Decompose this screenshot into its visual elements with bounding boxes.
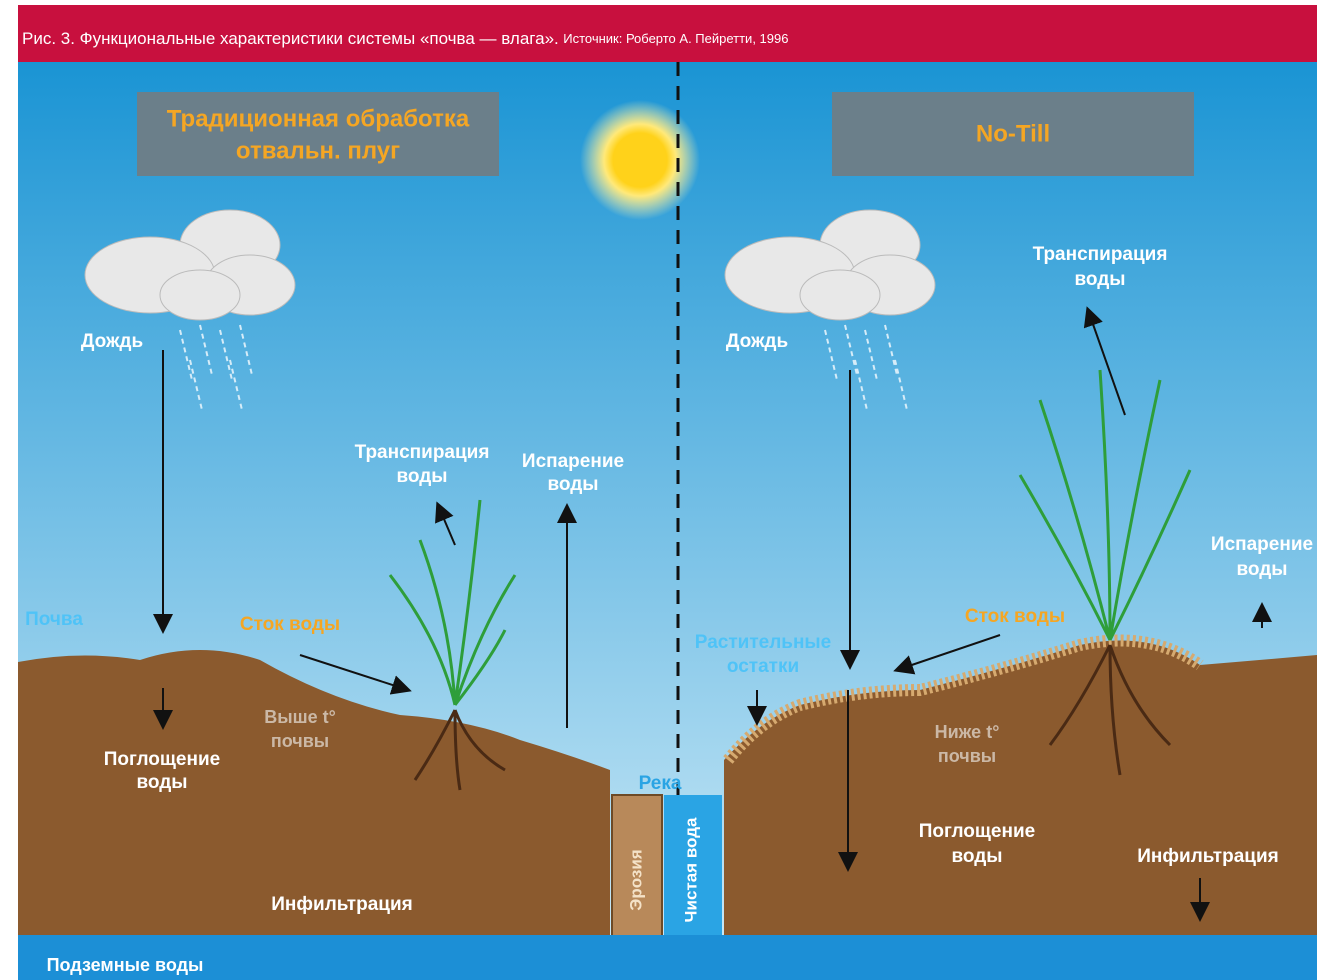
- absorption-label: воды: [136, 772, 187, 793]
- absorption-label: воды: [951, 846, 1002, 867]
- runoff-label: Сток воды: [965, 606, 1065, 627]
- infiltration-label: Инфильтрация: [271, 894, 412, 915]
- rain-label: Дождь: [81, 331, 143, 352]
- background-part: [18, 935, 1317, 980]
- soil-temp-label: почвы: [271, 731, 329, 751]
- absorption-label: Поглощение: [919, 821, 1035, 842]
- transpiration-label: Транспирация: [355, 442, 490, 463]
- evaporation-label: Испарение: [522, 451, 624, 472]
- erosion-label: Эрозия: [626, 849, 645, 910]
- transpiration-label: Транспирация: [1033, 244, 1168, 265]
- evaporation-label: воды: [1236, 559, 1287, 580]
- transpiration-label: воды: [396, 466, 447, 487]
- rain-label: Дождь: [726, 331, 788, 352]
- infiltration-label: Инфильтрация: [1137, 846, 1278, 867]
- groundwater-label: Подземные воды: [47, 955, 204, 975]
- page: Рис. 3. Функциональные характеристики си…: [0, 0, 1317, 980]
- diagram: Рис. 3. Функциональные характеристики си…: [0, 0, 1317, 980]
- evaporation-label: воды: [547, 474, 598, 495]
- soil-label: Почва: [25, 609, 83, 630]
- background-part: [580, 100, 700, 220]
- residue-label: Растительные: [695, 632, 831, 653]
- residue-label: остатки: [727, 656, 799, 677]
- clean-water-label: Чистая вода: [681, 817, 700, 922]
- soil-temp-label: почвы: [938, 746, 996, 766]
- left-title: Традиционная обработка: [167, 105, 470, 132]
- left-title: отвальн. плуг: [236, 137, 400, 164]
- header: Рис. 3. Функциональные характеристики си…: [22, 29, 788, 48]
- header-source: Источник: Роберто А. Пейретти, 1996: [563, 31, 788, 46]
- soil-temp-label: Ниже t°: [935, 722, 1000, 742]
- clouds-and-rain-part: [800, 270, 880, 320]
- background: [18, 62, 1317, 980]
- runoff-label: Сток воды: [240, 614, 340, 635]
- absorption-label: Поглощение: [104, 749, 220, 770]
- soil-temp-label: Выше t°: [264, 707, 336, 727]
- transpiration-label: воды: [1074, 269, 1125, 290]
- clouds-and-rain-part: [160, 270, 240, 320]
- evaporation-label: Испарение: [1211, 534, 1313, 555]
- header-title: Рис. 3. Функциональные характеристики си…: [22, 29, 559, 48]
- right-title: No-Till: [976, 120, 1050, 147]
- river-label: Река: [639, 773, 682, 794]
